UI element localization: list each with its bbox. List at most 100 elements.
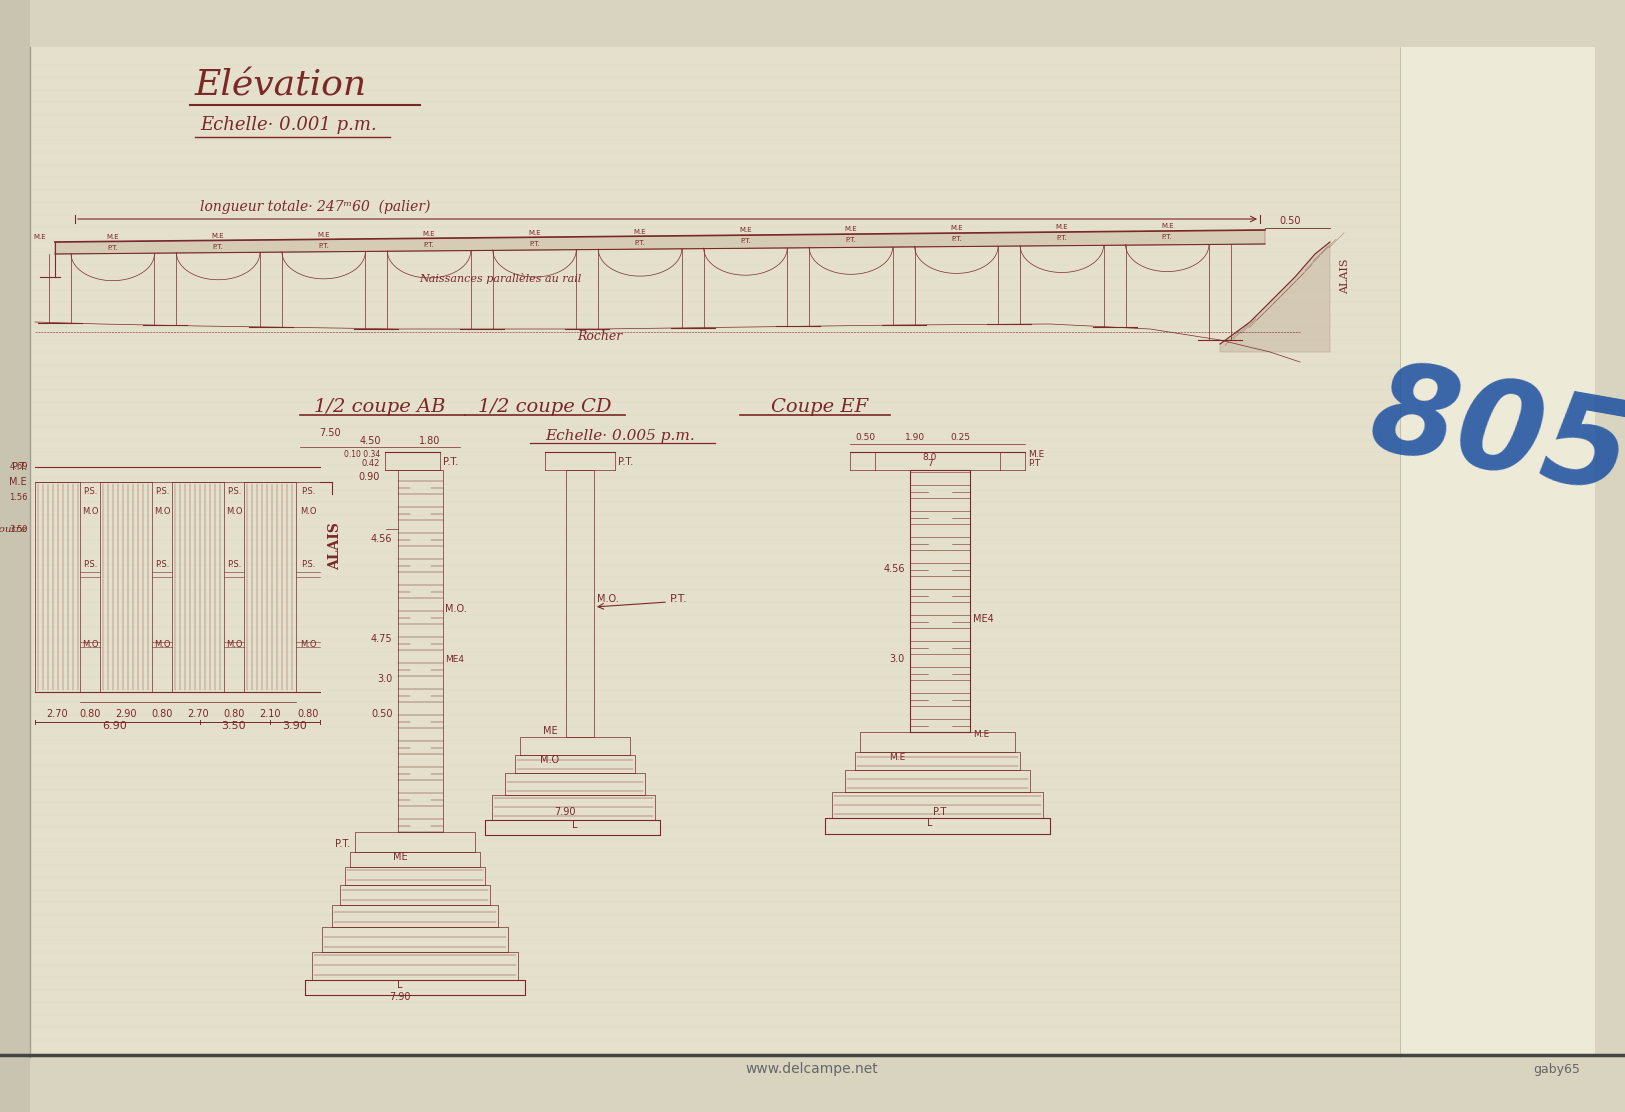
Text: 1.80: 1.80 [419, 436, 440, 446]
Text: longueur totale· 247ᵐ60  (palier): longueur totale· 247ᵐ60 (palier) [200, 200, 431, 214]
Text: 2.70: 2.70 [187, 709, 208, 719]
Text: M.O.: M.O. [596, 594, 619, 604]
Text: P.T.: P.T. [107, 245, 119, 251]
Text: P.T.: P.T. [1056, 235, 1068, 241]
Text: Echelle· 0.005 p.m.: Echelle· 0.005 p.m. [544, 429, 696, 443]
Text: M.O: M.O [299, 507, 317, 516]
Text: M.O: M.O [154, 641, 171, 649]
Text: M.E: M.E [317, 231, 330, 238]
Text: M.E: M.E [34, 234, 46, 240]
Polygon shape [55, 230, 1264, 254]
Text: 7.90: 7.90 [554, 807, 575, 817]
Text: P.T.: P.T. [444, 457, 458, 467]
Text: 2.70: 2.70 [46, 709, 68, 719]
Text: M.E: M.E [951, 226, 962, 231]
Text: 6.90: 6.90 [102, 721, 127, 731]
Text: P.T.: P.T. [951, 236, 962, 242]
Bar [1401, 47, 1596, 1058]
Text: 805: 805 [1362, 354, 1625, 518]
Text: 1/2 coupe AB: 1/2 coupe AB [314, 398, 445, 416]
Text: M.E: M.E [10, 477, 28, 487]
Text: L: L [572, 820, 578, 830]
Text: 3.0: 3.0 [377, 674, 393, 684]
Text: 0.42: 0.42 [362, 459, 380, 468]
Text: Elévation: Elévation [195, 68, 367, 102]
Text: M.E: M.E [739, 228, 752, 234]
Text: 7.90: 7.90 [390, 992, 411, 1002]
Text: M.E: M.E [1160, 224, 1173, 229]
Polygon shape [1220, 242, 1329, 353]
Text: P.T.: P.T. [530, 240, 540, 247]
Text: 2.90: 2.90 [115, 709, 136, 719]
Text: Coupe EF: Coupe EF [772, 398, 868, 416]
Text: 8.0: 8.0 [923, 453, 938, 461]
Text: M.O: M.O [226, 507, 242, 516]
Text: 4.75: 4.75 [370, 634, 393, 644]
Text: P.T: P.T [933, 807, 947, 817]
Text: 1/2 coupe CD: 1/2 coupe CD [478, 398, 611, 416]
Text: 3.50: 3.50 [221, 721, 247, 731]
Text: 7.50: 7.50 [318, 428, 341, 438]
Text: ME: ME [543, 726, 557, 736]
Text: P.T.: P.T. [11, 461, 28, 471]
Text: 0.50: 0.50 [370, 709, 393, 719]
Text: M.O: M.O [81, 641, 98, 649]
Text: P.S.: P.S. [83, 487, 98, 496]
Text: M.O: M.O [226, 641, 242, 649]
Text: 4.56: 4.56 [370, 534, 393, 544]
Text: M.E: M.E [528, 230, 541, 236]
Text: P.T.: P.T. [739, 238, 751, 245]
Text: 0.80: 0.80 [80, 709, 101, 719]
Text: M.E: M.E [889, 753, 905, 762]
Text: P.T.: P.T. [845, 237, 856, 244]
Text: 0.80: 0.80 [223, 709, 245, 719]
Text: 1.56: 1.56 [10, 493, 28, 502]
Text: 0.25: 0.25 [951, 433, 970, 441]
Text: M.O.: M.O. [445, 604, 468, 614]
Text: P.T.: P.T. [213, 244, 224, 250]
Text: L: L [928, 818, 933, 828]
Text: 3.50: 3.50 [10, 525, 28, 534]
Text: ME4: ME4 [445, 655, 465, 664]
Text: Rocher: Rocher [577, 330, 622, 342]
Text: M.E: M.E [973, 729, 990, 739]
Text: P.S.: P.S. [301, 487, 315, 496]
Text: M.O: M.O [299, 641, 317, 649]
Text: 3.90: 3.90 [283, 721, 307, 731]
Text: P.T.: P.T. [335, 838, 349, 848]
Text: P.S.: P.S. [301, 560, 315, 569]
Text: Naissances parallèles au rail: Naissances parallèles au rail [419, 274, 582, 284]
Text: M.E: M.E [422, 230, 436, 237]
Text: 7: 7 [928, 459, 933, 468]
Bar [29, 47, 1401, 1058]
Text: P.T.: P.T. [670, 594, 687, 604]
Text: ME: ME [393, 852, 408, 862]
Text: 0.50: 0.50 [855, 433, 874, 441]
Text: 4.69: 4.69 [10, 461, 28, 471]
Text: P.S.: P.S. [83, 560, 98, 569]
Text: M.E: M.E [1056, 225, 1068, 230]
Text: P.S.: P.S. [228, 487, 240, 496]
Text: gaby65: gaby65 [1532, 1062, 1580, 1075]
Text: ME4: ME4 [973, 614, 994, 624]
Text: P.T.: P.T. [618, 457, 634, 467]
Text: Echelle· 0.001 p.m.: Echelle· 0.001 p.m. [200, 116, 377, 135]
Text: 0.90: 0.90 [359, 471, 380, 481]
Text: www.delcampe.net: www.delcampe.net [746, 1062, 879, 1076]
Text: M.E: M.E [211, 232, 224, 239]
Text: M.O: M.O [154, 507, 171, 516]
Text: 1.90: 1.90 [905, 433, 925, 441]
Text: P.S.: P.S. [154, 487, 169, 496]
Text: P.T.: P.T. [424, 241, 434, 248]
Text: Poutre: Poutre [0, 525, 28, 534]
Text: M.E: M.E [845, 227, 858, 232]
Text: M.O: M.O [541, 755, 559, 765]
Text: M.E: M.E [1029, 450, 1045, 459]
Text: 2.10: 2.10 [260, 709, 281, 719]
Text: ALAIS: ALAIS [328, 523, 341, 570]
Text: ALAIS: ALAIS [1341, 258, 1350, 294]
Text: P.T.: P.T. [634, 239, 645, 246]
Bar [0, 0, 29, 1112]
Text: 3.0: 3.0 [891, 654, 905, 664]
Text: P.T: P.T [1029, 459, 1040, 468]
